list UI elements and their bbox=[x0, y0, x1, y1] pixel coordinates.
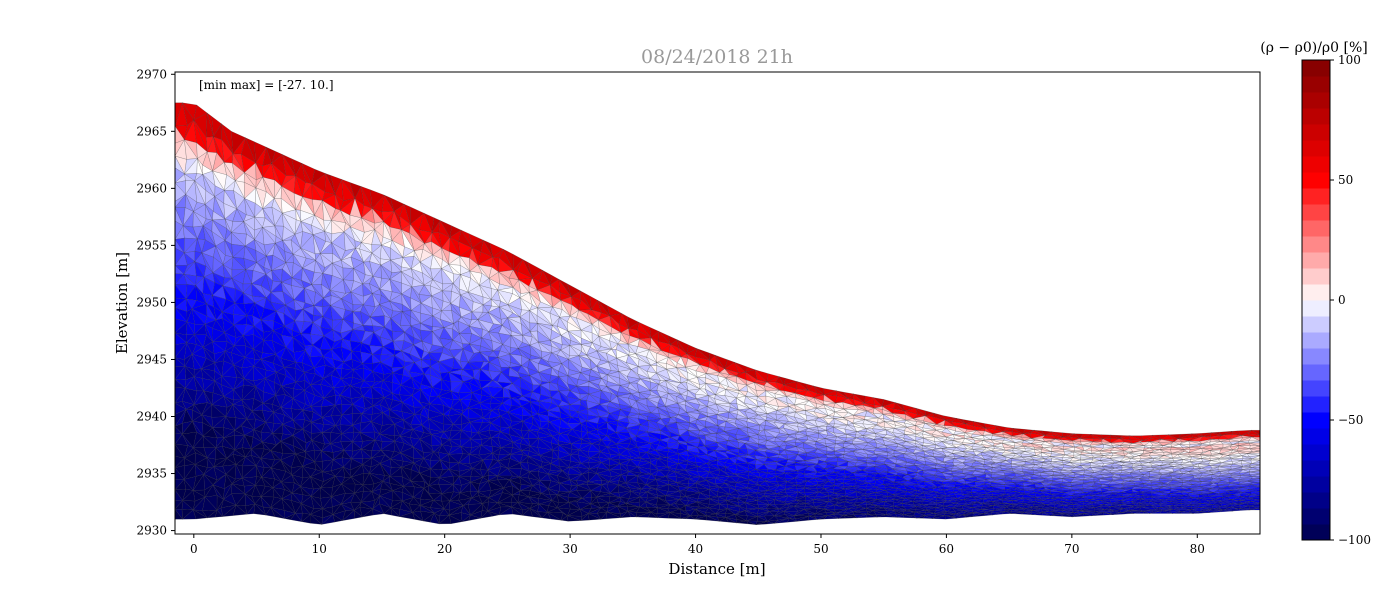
chart-title: 08/24/2018 21h bbox=[641, 46, 793, 68]
resistivity-mesh bbox=[175, 102, 1260, 525]
